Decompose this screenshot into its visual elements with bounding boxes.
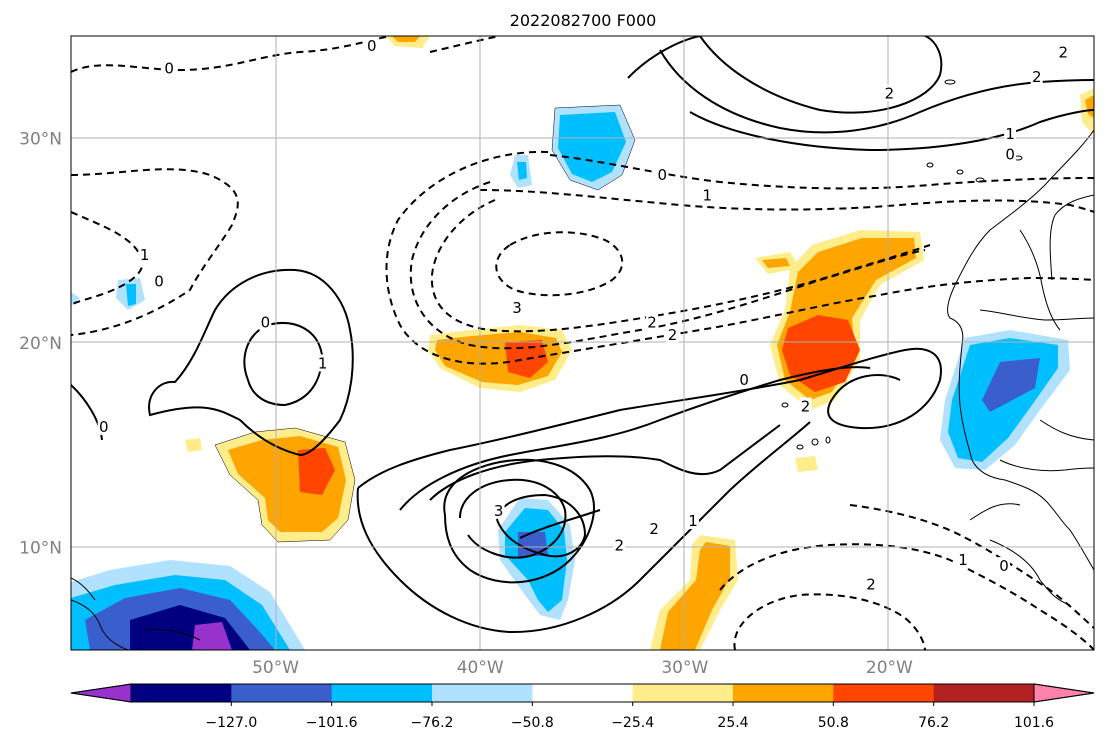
contour-label-bg: [648, 520, 661, 538]
contour-label: 2: [647, 314, 657, 332]
contour-label-bg: [997, 557, 1010, 575]
contour-label-bg: [666, 325, 679, 343]
contour-label: 2: [668, 326, 678, 344]
coastlines: [71, 79, 1094, 650]
colorbar-cell: [933, 684, 1035, 702]
contour-label-bg: [316, 354, 329, 372]
contour-label-bg: [138, 245, 151, 263]
contour-label-bg: [883, 84, 896, 102]
contour-label: 0: [999, 557, 1009, 575]
contour-label: 2: [1032, 68, 1042, 86]
contour-label-bg: [365, 37, 378, 55]
contour-label: 2: [885, 84, 895, 102]
colorbar-tick-labels: −127.0 −101.6 −76.2 −50.8 −25.4 25.4 50.8 76.2 1…: [205, 702, 1054, 731]
contour-label: 2: [1059, 43, 1069, 61]
lat-label: 20°N: [19, 334, 62, 354]
colorbar-outline: [70, 683, 1095, 703]
contour-label: 0: [739, 371, 749, 389]
contour-label-bg: [957, 550, 970, 568]
longitude-labels: 50°W 40°W 30°W 20°W: [252, 658, 913, 678]
lat-label: 30°N: [19, 129, 62, 149]
contour-label: 0: [367, 37, 377, 55]
contour-label-bg: [492, 501, 505, 519]
contour-label: 1: [1005, 125, 1015, 143]
colorbar-cell: [632, 684, 734, 702]
contour-label-bg: [1004, 145, 1017, 163]
contour-label: 3: [512, 299, 522, 317]
colorbar-cell: [833, 684, 935, 702]
colorbar-cell: [432, 684, 533, 702]
contour-label: 1: [140, 246, 150, 264]
contour-label-bg: [97, 417, 110, 435]
colorbar-tick-label: −25.4: [611, 715, 654, 731]
plot-title: 2022082700 F000: [510, 11, 657, 30]
map-frame: [70, 35, 1095, 651]
colorbar-extend-high: [1033, 683, 1095, 703]
contour-label-bg: [1030, 67, 1043, 85]
latitude-labels: 30°N 20°N 10°N: [19, 129, 62, 558]
contour-label-bg: [1004, 125, 1017, 143]
colorbar-tick-label: −101.6: [306, 715, 358, 731]
contour-label-bg: [613, 536, 626, 554]
colorbar-cell: [331, 684, 433, 702]
contour-label: 2: [866, 576, 876, 594]
lon-label: 50°W: [252, 658, 299, 678]
colorbar-tick-label: 101.6: [1014, 715, 1054, 731]
contour-label: 0: [658, 166, 668, 184]
colorbar-tick-label: −76.2: [411, 715, 454, 731]
contour-label: 0: [164, 60, 174, 78]
contour-label: 0: [99, 418, 109, 436]
contour-label: 1: [688, 512, 698, 530]
colorbar-cell: [733, 684, 834, 702]
contour-label-bg: [163, 59, 176, 77]
contour-label-bg: [686, 512, 699, 530]
contour-label-bg: [864, 575, 877, 593]
contour-label: 1: [703, 187, 713, 205]
contour-label: 0: [154, 273, 164, 291]
colorbar-tick-label: −127.0: [205, 715, 257, 731]
colorbar-cell: [131, 684, 232, 702]
contour-label: 2: [801, 397, 811, 415]
colorbar-tick-label: 25.4: [717, 715, 748, 731]
colorbar-tick-label: 50.8: [818, 715, 849, 731]
gridlines: [71, 36, 1094, 650]
contour-label: 0: [1005, 146, 1015, 164]
colorbar-tick-label: 76.2: [918, 715, 949, 731]
contour-lines: [71, 36, 1094, 650]
contour-label-bg: [152, 272, 165, 290]
contour-label-bg: [799, 397, 812, 415]
lon-label: 40°W: [457, 658, 504, 678]
lon-label: 20°W: [866, 658, 913, 678]
colorbar-cell: [231, 684, 333, 702]
contour-label: 3: [494, 502, 504, 520]
colorbar-tick-label: −50.8: [511, 715, 554, 731]
lon-label: 30°W: [661, 658, 708, 678]
contour-label: 1: [318, 354, 328, 372]
contour-label: 2: [615, 537, 625, 555]
contour-label: 1: [958, 551, 968, 569]
contour-label: 0: [261, 314, 271, 332]
lat-label: 10°N: [19, 539, 62, 559]
contour-label-bg: [701, 186, 714, 204]
contour-label-bg: [259, 313, 272, 331]
contour-label: 2: [649, 520, 659, 538]
colorbar-cell: [532, 684, 634, 702]
contour-label-bg: [656, 166, 669, 184]
contour-label-bg: [1057, 43, 1070, 61]
contour-label-bg: [646, 313, 659, 331]
contour-label-bg: [738, 370, 751, 388]
colorbar: [70, 683, 1095, 703]
colorbar-extend-low: [70, 683, 132, 703]
contour-label-bg: [511, 299, 524, 317]
